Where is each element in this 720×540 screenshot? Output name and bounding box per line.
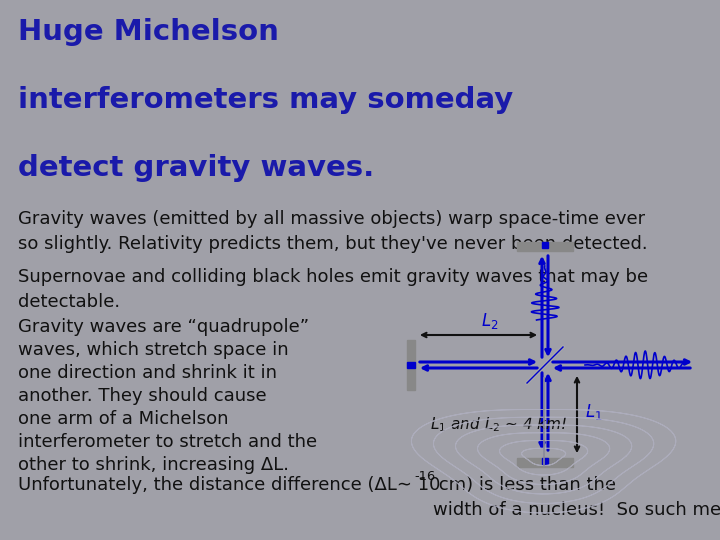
Bar (542, 242, 548, 248)
Text: Unfortunately, the distance difference (ΔL∼ 10: Unfortunately, the distance difference (… (18, 476, 441, 494)
Text: one arm of a Michelson: one arm of a Michelson (18, 410, 228, 428)
Text: interferometer to stretch and the: interferometer to stretch and the (18, 433, 317, 451)
Text: another. They should cause: another. They should cause (18, 387, 266, 405)
Text: Huge Michelson: Huge Michelson (18, 18, 279, 46)
Text: Gravity waves are “quadrupole”: Gravity waves are “quadrupole” (18, 318, 309, 336)
Text: other to shrink, increasing ΔL.: other to shrink, increasing ΔL. (18, 456, 289, 474)
Text: Gravity waves (emitted by all massive objects) warp space-time ever
so slightly.: Gravity waves (emitted by all massive ob… (18, 210, 647, 253)
Bar (517, 458, 573, 467)
Bar (407, 362, 415, 368)
Bar (407, 340, 415, 390)
Text: Supernovae and colliding black holes emit gravity waves that may be
detectable.: Supernovae and colliding black holes emi… (18, 268, 648, 311)
Text: $L_2$: $L_2$ (481, 311, 499, 331)
Text: detect gravity waves.: detect gravity waves. (18, 154, 374, 182)
Text: waves, which stretch space in: waves, which stretch space in (18, 341, 289, 359)
Text: -16: -16 (414, 470, 436, 483)
Text: interferometers may someday: interferometers may someday (18, 86, 513, 114)
Text: $L_1$ and $L_2$ ~ 4 km!: $L_1$ and $L_2$ ~ 4 km! (430, 415, 567, 434)
Text: one direction and shrink it in: one direction and shrink it in (18, 364, 277, 382)
Bar (542, 458, 548, 464)
Bar (517, 242, 573, 251)
Text: cm) is less than the
width of a nucleus!  So such measurements are very very dif: cm) is less than the width of a nucleus!… (433, 476, 720, 519)
Text: $L_1$: $L_1$ (585, 402, 603, 422)
